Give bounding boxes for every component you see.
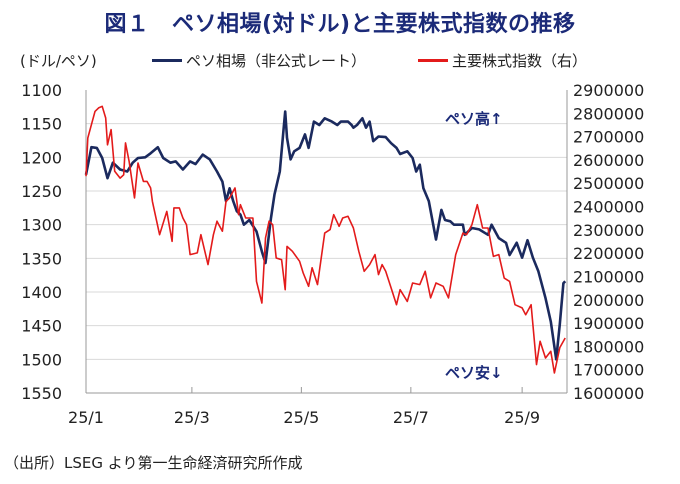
x-tick-label: 25/9	[504, 408, 540, 427]
right-tick-label: 2000000	[573, 291, 644, 310]
x-tick-label: 25/7	[393, 408, 429, 427]
right-tick-label: 2500000	[573, 174, 644, 193]
annotation-peso-down: ペソ安↓	[445, 364, 503, 382]
source-note: （出所）LSEG より第一生命経済研究所作成	[4, 454, 303, 472]
left-tick-label: 1500	[21, 350, 62, 369]
legend-swatch-stock	[418, 59, 448, 62]
left-tick-label: 1450	[21, 317, 62, 336]
right-tick-label: 2200000	[573, 244, 644, 263]
right-tick-label: 1800000	[573, 337, 644, 356]
right-tick-label: 2100000	[573, 267, 644, 286]
left-tick-label: 1250	[21, 182, 62, 201]
legend-peso: ペソ相場（非公式レート）	[152, 50, 366, 71]
peso-rate-line	[84, 110, 567, 361]
left-tick-label: 1350	[21, 249, 62, 268]
legend-label-peso: ペソ相場（非公式レート）	[186, 52, 367, 70]
right-tick-label: 1600000	[573, 384, 644, 403]
right-tick-label: 2400000	[573, 198, 644, 217]
left-tick-label: 1150	[21, 115, 62, 134]
legend-label-stock: 主要株式指数（右）	[452, 52, 588, 70]
right-tick-label: 1900000	[573, 314, 644, 333]
left-tick-label: 1400	[21, 283, 62, 302]
legend-swatch-peso	[152, 59, 182, 62]
chart-title: 図１ ペソ相場(対ドル)と主要株式指数の推移	[104, 12, 576, 37]
left-axis-unit: (ドル/ペソ)	[20, 52, 97, 70]
right-tick-label: 2300000	[573, 221, 644, 240]
left-tick-label: 1300	[21, 216, 62, 235]
legend-stock: 主要株式指数（右）	[418, 50, 587, 71]
left-tick-label: 1200	[21, 148, 62, 167]
right-tick-label: 2900000	[573, 81, 644, 100]
annotation-peso-up: ペソ高↑	[445, 110, 503, 128]
x-tick-label: 25/3	[174, 408, 210, 427]
left-tick-label: 1550	[21, 384, 62, 403]
x-tick-label: 25/5	[283, 408, 319, 427]
x-tick-label: 25/1	[68, 408, 104, 427]
stock-index-line	[85, 105, 566, 374]
right-tick-label: 2700000	[573, 128, 644, 147]
right-tick-label: 2600000	[573, 151, 644, 170]
right-tick-label: 1700000	[573, 361, 644, 380]
right-tick-label: 2800000	[573, 104, 644, 123]
left-tick-label: 1100	[21, 81, 62, 100]
